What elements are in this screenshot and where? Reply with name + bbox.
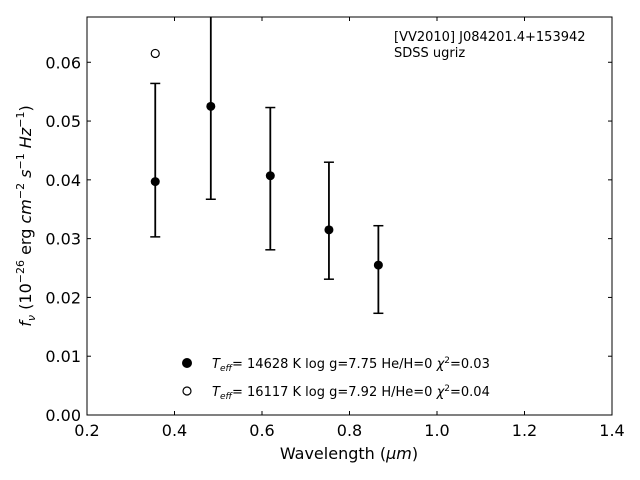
- legend-marker-filled: [182, 358, 192, 368]
- x-tick-label: 1.4: [599, 421, 624, 440]
- x-tick-label: 0.2: [74, 421, 99, 440]
- y-axis-label: fν (10−26 erg cm−2 s−1 Hz−1): [14, 105, 38, 326]
- model-point-open: [150, 48, 160, 59]
- x-axis-label: Wavelength (μm): [280, 444, 418, 463]
- x-tick-label: 1.0: [424, 421, 449, 440]
- y-tick-label: 0.03: [45, 230, 81, 249]
- observed-point: [206, 101, 216, 111]
- legend: Teff= 14628 K log g=7.75 He/H=0 χ2=0.03 …: [182, 356, 490, 402]
- legend-entry-1: Teff= 14628 K log g=7.75 He/H=0 χ2=0.03: [212, 356, 490, 374]
- y-tick-label: 0.02: [45, 288, 81, 307]
- y-tick-label: 0.01: [45, 347, 81, 366]
- y-tick-label: 0.06: [45, 53, 81, 72]
- x-tick-label: 1.2: [512, 421, 537, 440]
- observed-point: [265, 171, 275, 181]
- y-tick-label: 0.05: [45, 112, 81, 131]
- legend-marker-open: [182, 386, 192, 396]
- y-tick-label: 0.00: [45, 406, 81, 425]
- y-tick-label: 0.04: [45, 171, 81, 190]
- observed-point: [150, 177, 160, 187]
- chart-title-line-2: SDSS ugriz: [394, 46, 465, 61]
- x-tick-label: 0.6: [249, 421, 274, 440]
- plot-frame: [86, 16, 613, 416]
- x-tick-label: 0.8: [337, 421, 362, 440]
- x-tick-label: 0.4: [162, 421, 187, 440]
- observed-point: [324, 225, 334, 235]
- chart-title-line-1: [VV2010] J084201.4+153942: [394, 30, 586, 45]
- observed-point: [373, 260, 383, 270]
- legend-entry-2: Teff= 16117 K log g=7.92 H/He=0 χ2=0.04: [212, 384, 490, 402]
- plot-area: [87, 17, 612, 415]
